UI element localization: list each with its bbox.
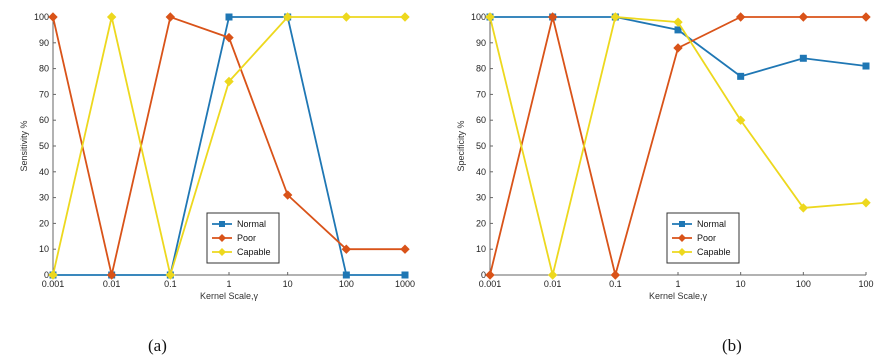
- data-point-poor: [798, 12, 809, 22]
- y-tick-label: 60: [476, 115, 486, 125]
- data-point-poor: [341, 244, 352, 254]
- data-point-poor: [610, 270, 621, 280]
- data-point-capable: [106, 12, 117, 22]
- data-point-poor: [400, 244, 410, 254]
- x-tick-label: 10: [736, 279, 746, 289]
- y-tick-label: 0: [44, 270, 49, 280]
- y-tick-label: 80: [476, 64, 486, 74]
- x-tick-label: 1: [226, 279, 231, 289]
- data-point-capable: [224, 76, 234, 87]
- x-tick-label: 100: [339, 279, 354, 289]
- data-point-normal: [225, 13, 233, 21]
- y-tick-label: 0: [481, 270, 486, 280]
- data-point-capable: [735, 115, 746, 125]
- x-tick-label: 1: [675, 279, 680, 289]
- x-tick-label: 10: [283, 279, 293, 289]
- y-tick-label: 30: [476, 193, 486, 203]
- y-tick-label: 50: [476, 141, 486, 151]
- legend: Normal Poor Capable: [666, 212, 740, 264]
- data-point-poor: [735, 12, 746, 22]
- data-point-capable: [547, 270, 558, 280]
- data-point-normal: [342, 271, 350, 279]
- data-point-poor: [547, 12, 558, 22]
- data-point-poor: [485, 270, 495, 280]
- data-point-poor: [224, 32, 234, 43]
- legend-label-capable: Capable: [237, 247, 271, 257]
- data-point-normal: [401, 271, 409, 279]
- x-tick-label: 1000: [395, 279, 415, 289]
- y-tick-label: 40: [39, 167, 49, 177]
- chart-a: 0 10 20 30 40 50 60 70 80 90 100 0.001 0.01 0.1 1 10 100…: [19, 12, 415, 301]
- data-point-normal: [737, 72, 745, 80]
- y-tick-label: 80: [39, 64, 49, 74]
- data-point-capable: [282, 12, 293, 22]
- y-tick-label: 100: [471, 12, 486, 22]
- data-point-capable: [798, 203, 809, 213]
- y-tick-label: 70: [476, 89, 486, 99]
- y-tick-label: 70: [39, 89, 49, 99]
- data-point-normal: [674, 26, 682, 34]
- x-tick-label: 0.01: [544, 279, 562, 289]
- legend-marker-capable: [678, 248, 686, 256]
- data-point-poor: [106, 270, 117, 280]
- caption-b: (b): [722, 336, 742, 355]
- legend: Normal Poor Capable: [206, 212, 280, 264]
- legend-marker-normal: [679, 221, 685, 227]
- caption-a: (a): [148, 336, 167, 355]
- y-axis-label: Specificity %: [456, 120, 466, 171]
- data-point-poor: [673, 43, 683, 53]
- y-tick-label: 30: [39, 193, 49, 203]
- legend-label-poor: Poor: [237, 233, 256, 243]
- x-tick-label: 0.001: [42, 279, 65, 289]
- x-axis-label: Kernel Scale,γ: [200, 291, 259, 301]
- y-tick-label: 10: [39, 244, 49, 254]
- y-tick-label: 90: [39, 38, 49, 48]
- y-tick-label: 20: [476, 218, 486, 228]
- y-tick-label: 50: [39, 141, 49, 151]
- legend-label-capable: Capable: [697, 247, 731, 257]
- x-tick-label: 0.1: [609, 279, 622, 289]
- data-point-poor: [48, 12, 58, 22]
- y-tick-label: 60: [39, 115, 49, 125]
- legend-marker-normal: [219, 221, 225, 227]
- data-point-capable: [400, 12, 410, 22]
- legend-label-poor: Poor: [697, 233, 716, 243]
- data-point-capable: [165, 270, 176, 280]
- x-tick-label: 0.001: [479, 279, 502, 289]
- x-tick-label: 100: [796, 279, 811, 289]
- data-point-normal: [799, 54, 807, 62]
- y-tick-label: 100: [34, 12, 49, 22]
- y-tick-label: 20: [39, 218, 49, 228]
- legend-marker-capable: [218, 248, 226, 256]
- x-tick-label: 0.1: [164, 279, 177, 289]
- x-tick-label: 0.01: [103, 279, 121, 289]
- data-point-capable: [673, 17, 683, 27]
- legend-label-normal: Normal: [697, 219, 726, 229]
- data-point-poor: [165, 12, 176, 22]
- chart-b: 0 10 20 30 40 50 60 70 80 90 100 0.001 0.01 0.1 1 10 100…: [456, 12, 874, 301]
- legend-marker-poor: [218, 234, 226, 242]
- y-tick-label: 40: [476, 167, 486, 177]
- data-point-capable: [485, 12, 495, 22]
- data-point-poor: [282, 190, 293, 200]
- y-tick-label: 90: [476, 38, 486, 48]
- data-point-normal: [862, 62, 870, 70]
- data-point-poor: [861, 12, 871, 22]
- data-point-capable: [341, 12, 352, 22]
- data-point-capable: [861, 198, 871, 208]
- x-tick-label: 100: [858, 279, 873, 289]
- y-axis-label: Sensitivity %: [19, 120, 29, 171]
- legend-label-normal: Normal: [237, 219, 266, 229]
- data-point-capable: [48, 270, 58, 280]
- y-tick-label: 10: [476, 244, 486, 254]
- legend-marker-poor: [678, 234, 686, 242]
- x-axis-label: Kernel Scale,γ: [649, 291, 708, 301]
- data-point-capable: [610, 12, 621, 22]
